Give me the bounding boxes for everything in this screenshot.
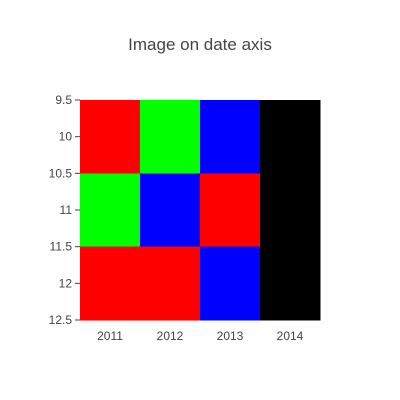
heatmap-cell bbox=[140, 173, 201, 248]
heatmap-cell bbox=[200, 100, 261, 174]
chart-title: Image on date axis bbox=[128, 35, 272, 54]
heatmap-cell bbox=[200, 173, 261, 248]
heatmap-cell bbox=[80, 173, 141, 248]
plot-area bbox=[80, 100, 321, 321]
heatmap-cell bbox=[260, 246, 321, 321]
y-tick-label: 12.5 bbox=[49, 313, 73, 327]
heatmap-cell bbox=[260, 100, 321, 174]
x-tick-label: 2013 bbox=[217, 329, 244, 343]
y-tick-label: 10.5 bbox=[49, 166, 73, 180]
heatmap-cell bbox=[140, 246, 201, 321]
y-tick-label: 9.5 bbox=[55, 93, 72, 107]
heatmap-cell bbox=[260, 173, 321, 248]
y-tick-label: 10 bbox=[59, 130, 73, 144]
y-tick-label: 12 bbox=[59, 276, 73, 290]
x-tick-label: 2011 bbox=[97, 329, 123, 343]
heatmap-cell bbox=[200, 246, 261, 321]
x-tick-label: 2012 bbox=[157, 329, 184, 343]
x-tick-label: 2014 bbox=[277, 329, 304, 343]
y-tick-label: 11.5 bbox=[50, 240, 73, 254]
y-axis: 9.5 10 10.5 11 11.5 12 12.5 bbox=[49, 93, 80, 327]
x-axis: 2011 2012 2013 2014 bbox=[97, 329, 304, 343]
heatmap-cell bbox=[80, 246, 141, 321]
y-tick-label: 11 bbox=[60, 203, 73, 217]
heatmap-cell bbox=[140, 100, 201, 174]
heatmap-cell bbox=[80, 100, 141, 174]
